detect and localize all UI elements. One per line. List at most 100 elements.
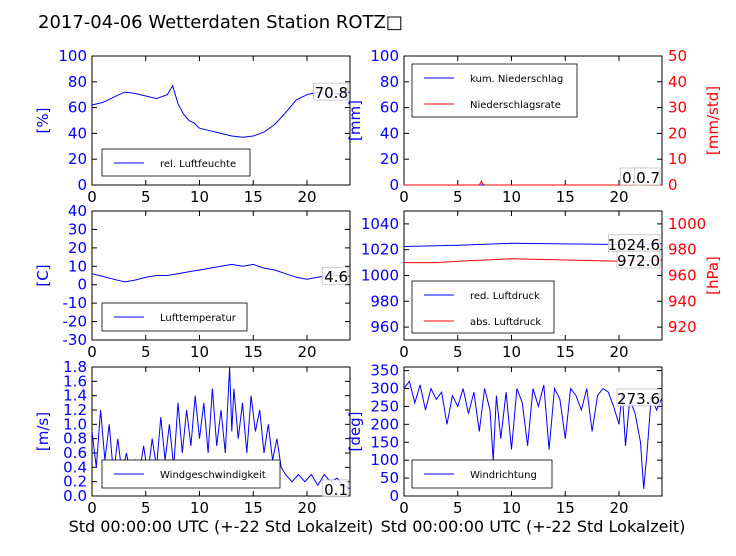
legend-label: Lufttemperatur	[160, 313, 237, 324]
y-tick-label: 0.2	[63, 473, 87, 491]
x-tick-label: 15	[556, 499, 575, 517]
x-tick-label: 0	[87, 343, 97, 361]
y2-tick-label: 960	[668, 267, 697, 285]
last-value-box	[313, 82, 349, 101]
x-tick-label: 20	[609, 343, 628, 361]
y-tick-label: 1.8	[63, 358, 87, 376]
y-tick-label: 1.4	[63, 387, 87, 405]
series-line-lufttemperatur	[91, 263, 351, 283]
y-tick-label: 80	[68, 73, 87, 91]
x-tick-label: 10	[190, 188, 209, 206]
y-tick-label: 1000	[361, 267, 399, 285]
y-tick-label: 300	[370, 380, 399, 398]
y2-tick-label: 20	[668, 124, 687, 142]
y-tick-label: 100	[370, 451, 399, 469]
y-tick-label: 0.4	[63, 458, 87, 476]
y-tick-label: 0.0	[63, 487, 87, 505]
chart-panel-precip: 0 5 10 15 20 0 20 40 60 80 100 0 10 20 30 40 50 [mm] [mm/s…	[346, 47, 722, 206]
plot-frame	[91, 210, 351, 341]
y2-tick-label: 40	[668, 73, 687, 91]
plot-frame	[91, 55, 351, 186]
chart-panel-pressure: 0 5 10 15 20 960 980 1000 1020 1040 920 940 960 980 10…	[361, 210, 722, 361]
x-tick-label: 0	[87, 499, 97, 517]
legend-box	[411, 63, 578, 118]
y-tick-label: 50	[380, 469, 399, 487]
x-tick-label: 0	[399, 343, 409, 361]
y-tick-label: 1.2	[63, 401, 87, 419]
last-value-box	[633, 167, 661, 186]
y-tick-label: 100	[370, 47, 399, 65]
series-line-niederschlagsrate	[404, 179, 662, 186]
y-tick-label: 100	[58, 47, 87, 65]
x-tick-label: 5	[453, 343, 463, 361]
y-tick-label: -20	[63, 313, 88, 331]
y-tick-label: 250	[370, 397, 399, 415]
plot-frame	[403, 366, 663, 497]
legend-label: red. Luftdruck	[470, 291, 540, 302]
legend-label: kum. Niederschlag	[470, 74, 563, 85]
legend-label: rel. Luftfeuchte	[160, 159, 236, 170]
y-tick-label: 1.0	[63, 415, 87, 433]
y-tick-label: 40	[68, 124, 87, 142]
legend-label: abs. Luftdruck	[470, 317, 541, 328]
y-axis-label: [mm]	[346, 100, 364, 141]
x-axis-label-right: Std 00:00:00 UTC (+-22 Std Lokalzeit)	[381, 517, 686, 536]
x-tick-label: 15	[244, 343, 263, 361]
y-tick-label: 0	[389, 176, 399, 194]
y-tick-label: 10	[68, 257, 87, 275]
y-tick-label: -30	[63, 331, 88, 349]
y-tick-label: 1040	[361, 215, 399, 233]
y-tick-label: 20	[68, 239, 87, 257]
figure-title: 2017-04-06 Wetterdaten Station ROTZ□	[38, 12, 403, 33]
chart-panel-winddir: 0 5 10 15 20050100150200250300350[deg]273.6W…	[346, 362, 663, 517]
legend-label: Windrichtung	[470, 470, 537, 481]
x-tick-label: 5	[141, 499, 151, 517]
y2-axis-label: [hPa]	[704, 256, 722, 295]
x-tick-label: 10	[502, 499, 521, 517]
last-value-box	[321, 479, 349, 498]
legend-box	[101, 302, 248, 332]
legend-label: Windgeschwindigkeit	[160, 470, 266, 481]
y-tick-label: 980	[370, 292, 399, 310]
legend-box	[411, 280, 555, 334]
y-axis-label: [%]	[34, 108, 52, 134]
y-tick-label: 60	[68, 99, 87, 117]
y-tick-label: 40	[380, 124, 399, 142]
x-tick-label: 10	[190, 499, 209, 517]
y-tick-label: 150	[370, 433, 399, 451]
y-tick-label: 20	[68, 150, 87, 168]
y2-tick-label: 30	[668, 99, 687, 117]
x-tick-label: 15	[556, 188, 575, 206]
last-value-label: 70.8	[315, 84, 348, 102]
y-tick-label: 0.6	[63, 444, 87, 462]
last-value-box	[321, 266, 349, 285]
y-tick-label: 0	[77, 176, 87, 194]
x-tick-label: 0	[399, 499, 409, 517]
y2-tick-label: 10	[668, 150, 687, 168]
x-tick-label: 15	[244, 188, 263, 206]
y-tick-label: 30	[68, 220, 87, 238]
x-tick-label: 0	[87, 188, 97, 206]
y-tick-label: 60	[380, 99, 399, 117]
x-tick-label: 20	[297, 499, 316, 517]
y-tick-label: 0	[389, 487, 399, 505]
y-tick-label: 20	[380, 150, 399, 168]
y-tick-label: 350	[370, 362, 399, 380]
y-tick-label: 0.8	[63, 430, 87, 448]
chart-panel-humidity: 0 5 10 15 20 0 20 40 60 80 100 [%] 70.8 rel. Luftfeuc…	[34, 47, 351, 206]
y-axis-label: [C]	[34, 264, 52, 286]
x-tick-label: 10	[502, 343, 521, 361]
x-tick-label: 20	[609, 499, 628, 517]
last-value-box	[616, 388, 661, 407]
y-axis-label: [m/s]	[34, 412, 52, 451]
x-tick-label: 5	[453, 499, 463, 517]
x-tick-label: 0	[399, 188, 409, 206]
last-value-label: 0.7	[636, 169, 660, 187]
x-tick-label: 10	[190, 343, 209, 361]
y-tick-label: 0	[77, 276, 87, 294]
last-value-label: 1024.6	[608, 236, 661, 254]
y-tick-label: 40	[68, 202, 87, 220]
y-tick-label: 1020	[361, 241, 399, 259]
x-axis-label-left: Std 00:00:00 UTC (+-22 Std Lokalzeit)	[69, 517, 374, 536]
